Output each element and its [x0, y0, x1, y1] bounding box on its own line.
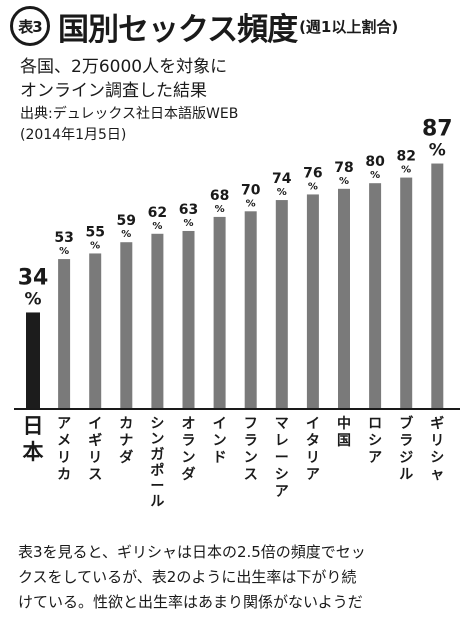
- source-line-2: (2014年1月5日): [20, 127, 127, 143]
- bar-フランス: [244, 211, 257, 408]
- category-label-イタリア: イタリア: [306, 416, 320, 483]
- value-label-中国: 78: [334, 160, 353, 176]
- subtitle-line-2: オンライン調査した結果: [20, 81, 207, 101]
- value-label-カナダ: 59: [117, 213, 136, 229]
- value-label-インド: 68: [210, 188, 229, 204]
- unit-label-フランス: %: [246, 198, 256, 209]
- subtitle-line-1: 各国、2万6000人を対象に: [20, 57, 228, 77]
- category-label-インド: インド: [213, 416, 227, 466]
- table-number-badge: 表3: [10, 6, 50, 46]
- category-label-オランダ: オランダ: [182, 416, 196, 483]
- value-label-ブラジル: 82: [396, 149, 415, 165]
- footnote: 表3を見ると、ギリシャは日本の2.5倍の頻度でセッ クスをしているが、表2のよう…: [18, 540, 458, 615]
- title-row: 表3 国別セックス頻度 (週1以上割合): [10, 4, 398, 48]
- bar-カナダ: [120, 242, 133, 408]
- footnote-line-2: クスをしているが、表2のように出生率は下がり続: [18, 568, 357, 586]
- unit-label-中国: %: [339, 176, 349, 187]
- category-label-ギリシャ: ギリシャ: [430, 415, 444, 483]
- bar-シンガポール: [151, 233, 164, 408]
- unit-label-マレーシア: %: [277, 187, 287, 198]
- bar-マレーシア: [275, 200, 288, 408]
- unit-label-インド: %: [215, 204, 225, 215]
- unit-label-ギリシャ: %: [429, 141, 446, 161]
- bar-ロシア: [369, 183, 382, 408]
- bar-日本: [26, 312, 40, 408]
- bar-ギリシャ: [431, 163, 444, 408]
- category-label-日本: 日本: [23, 414, 44, 464]
- chart-title: 国別セックス頻度: [58, 11, 298, 48]
- value-label-オランダ: 63: [179, 202, 198, 218]
- value-label-ロシア: 80: [365, 154, 385, 170]
- category-label-ロシア: ロシア: [368, 416, 382, 466]
- unit-label-カナダ: %: [121, 229, 131, 240]
- bar-イタリア: [306, 194, 319, 408]
- unit-label-シンガポール: %: [152, 221, 162, 232]
- bar-オランダ: [182, 230, 195, 408]
- bar-イギリス: [89, 253, 102, 408]
- footnote-line-3: けている。性欲と出生率はあまり関係がないようだ: [18, 593, 363, 611]
- category-label-マレーシア: マレーシア: [275, 416, 289, 500]
- category-label-ブラジル: ブラジル: [399, 415, 413, 483]
- unit-label-イタリア: %: [308, 181, 318, 192]
- unit-label-イギリス: %: [90, 240, 100, 251]
- category-label-中国: 中国: [337, 415, 351, 449]
- chart-title-suffix: (週1以上割合): [299, 17, 399, 36]
- category-label-イギリス: イギリス: [88, 416, 102, 483]
- value-label-マレーシア: 74: [272, 171, 292, 187]
- category-label-シンガポール: シンガポール: [150, 416, 164, 510]
- category-label-アメリカ: アメリカ: [57, 416, 71, 483]
- value-label-イギリス: 55: [85, 224, 104, 240]
- unit-label-日本: %: [24, 289, 41, 309]
- unit-label-ロシア: %: [370, 170, 380, 181]
- value-label-シンガポール: 62: [148, 205, 167, 221]
- source-line-1: 出典:デュレックス社日本語版WEB: [20, 106, 239, 122]
- value-label-フランス: 70: [241, 182, 261, 198]
- bar-ブラジル: [400, 177, 413, 408]
- category-label-カナダ: カナダ: [119, 416, 133, 466]
- bar-中国: [338, 188, 350, 408]
- unit-label-ブラジル: %: [401, 165, 411, 176]
- bar-アメリカ: [58, 259, 71, 408]
- value-label-日本: 34: [18, 265, 49, 290]
- value-label-ギリシャ: 87: [422, 117, 453, 142]
- footnote-line-1: 表3を見ると、ギリシャは日本の2.5倍の頻度でセッ: [18, 543, 366, 561]
- unit-label-オランダ: %: [183, 218, 193, 229]
- value-label-アメリカ: 53: [54, 230, 73, 246]
- value-label-イタリア: 76: [303, 165, 322, 181]
- unit-label-アメリカ: %: [59, 246, 69, 257]
- bar-chart: 34% 日本 53% アメリカ 55% イギリス 59% カナダ 62% シンガポール 63% オラン…: [14, 117, 460, 510]
- bar-インド: [213, 216, 226, 408]
- category-label-フランス: フランス: [244, 416, 258, 483]
